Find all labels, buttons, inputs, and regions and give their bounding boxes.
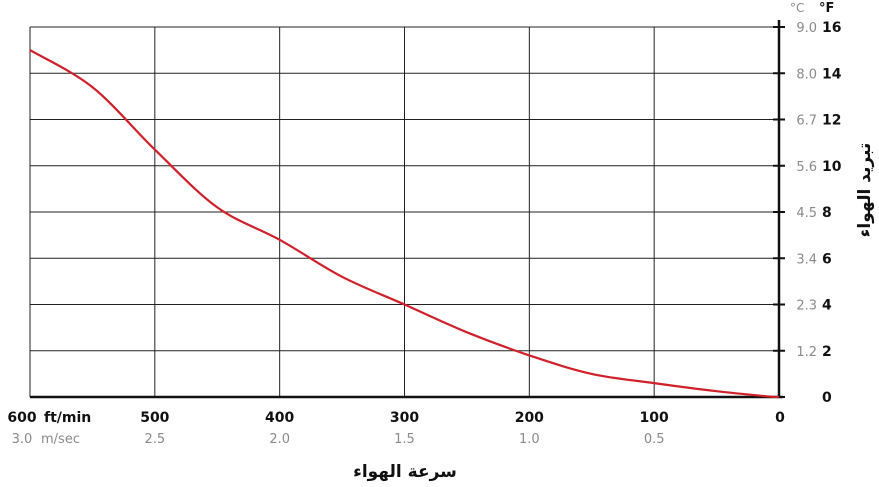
plot-frame — [29, 20, 783, 399]
y-tick-label-celsius: 5.6 — [796, 160, 817, 175]
y-axis-title: تبريد الهواء — [855, 143, 875, 238]
x-tick-label-m-per-sec: 3.0 — [12, 432, 33, 447]
x-tick-label-ft-per-min: 500 — [140, 410, 169, 426]
y-tick-label-celsius: 4.5 — [796, 206, 817, 221]
y-tick-label-fahrenheit: 0 — [822, 390, 832, 406]
x-tick-label-ft-per-min: 0 — [775, 410, 785, 426]
y-unit-celsius: °C — [790, 1, 804, 15]
y-tick-label-fahrenheit: 4 — [822, 298, 832, 314]
x-tick-label-ft-per-min: 200 — [515, 410, 544, 426]
x-tick-label-m-per-sec: 0.5 — [644, 432, 665, 447]
x-axis-ticks: 600 3.0 500 2.5 400 2.0 300 1.5 200 1.0 100 0.5 0 — [7, 410, 785, 447]
x-axis-title: سرعة الهواء — [353, 462, 457, 482]
y-tick-label-celsius: 2.3 — [796, 299, 817, 314]
x-unit-m-per-sec: m/sec — [41, 432, 80, 447]
x-tick-label-ft-per-min: 300 — [390, 410, 419, 426]
x-tick-label-m-per-sec: 2.5 — [144, 432, 165, 447]
x-tick-label-m-per-sec: 1.5 — [394, 432, 415, 447]
x-tick-label-m-per-sec: 2.0 — [269, 432, 290, 447]
grid — [30, 27, 779, 397]
y-tick-label-celsius: 6.7 — [796, 114, 817, 129]
x-tick-label-ft-per-min: 400 — [265, 410, 294, 426]
x-tick-label-ft-per-min: 100 — [640, 410, 669, 426]
y-tick-label-fahrenheit: 6 — [822, 251, 832, 267]
x-unit-ft-per-min: ft/min — [44, 410, 91, 426]
y-tick-label-celsius: 9.0 — [796, 21, 817, 36]
y-axis-ticks: 0 1.2 2 2.3 4 3.4 6 4.5 8 5.6 10 6.7 12 8.0 14 9.0 16 — [773, 20, 842, 406]
y-tick-label-fahrenheit: 12 — [822, 113, 841, 129]
x-tick-label-ft-per-min: 600 — [7, 410, 36, 426]
y-tick-label-fahrenheit: 14 — [822, 66, 842, 82]
y-tick-label-celsius: 1.2 — [796, 345, 817, 360]
y-tick-label-fahrenheit: 2 — [822, 344, 832, 360]
x-tick-label-m-per-sec: 1.0 — [519, 432, 540, 447]
y-tick-label-celsius: 3.4 — [796, 252, 817, 267]
y-tick-label-celsius: 8.0 — [796, 67, 817, 82]
y-tick-label-fahrenheit: 8 — [822, 205, 832, 221]
cooling-curve — [29, 49, 780, 399]
y-tick-label-fahrenheit: 16 — [822, 20, 841, 36]
series-layer — [29, 49, 780, 399]
y-unit-fahrenheit: °F — [819, 1, 834, 16]
y-tick-label-fahrenheit: 10 — [822, 159, 842, 175]
